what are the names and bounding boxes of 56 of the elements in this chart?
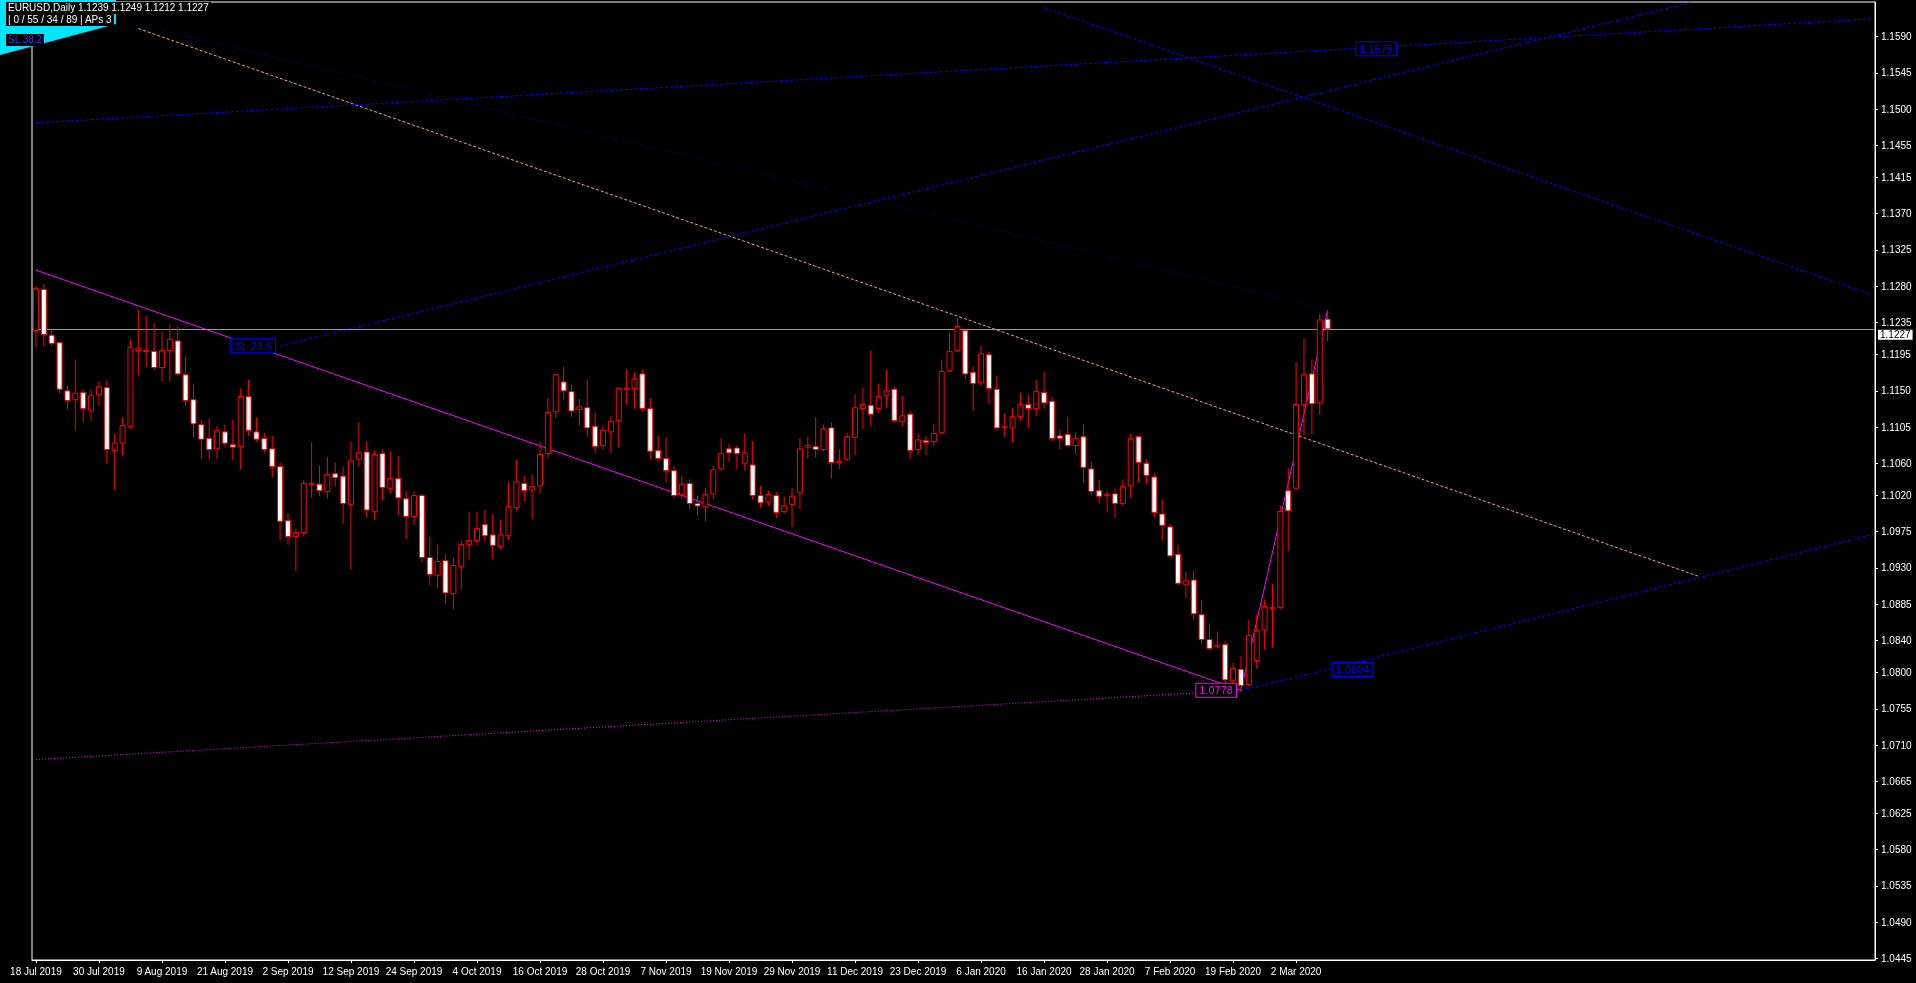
x-tick-label: 2 Sep 2019: [262, 965, 314, 977]
text: | 0 / 55 / 34 / 89 | APs 3: [6, 14, 114, 26]
y-tick-label: 1.0975: [1881, 526, 1913, 538]
data-label: 1.0804: [1335, 663, 1370, 676]
y-tick-label: 1.0710: [1881, 739, 1913, 751]
y-tick-label: 1.1105: [1881, 421, 1912, 433]
data-label: SL 23.6: [234, 339, 273, 352]
y-tick-label: 1.1500: [1881, 103, 1913, 115]
y-tick-label: 1.1280: [1881, 280, 1913, 292]
y-tick-label: 1.0535: [1881, 880, 1913, 892]
y-tick-label: 1.0445: [1881, 952, 1913, 964]
x-tick-label: 2 Mar 2020: [1270, 965, 1322, 977]
x-tick-label: 12 Sep 2019: [322, 965, 380, 977]
x-tick-label: 28 Jan 2020: [1079, 965, 1136, 977]
x-tick-label: 7 Feb 2020: [1144, 965, 1196, 977]
y-tick-label: 1.1150: [1881, 385, 1912, 397]
x-tick-label: 28 Oct 2019: [575, 965, 631, 977]
data-label: 1.0778: [1199, 684, 1233, 697]
y-tick-label: 1.1195: [1881, 349, 1912, 361]
y-tick-label: 1.1455: [1881, 139, 1913, 151]
x-tick-label: 19 Feb 2020: [1205, 965, 1262, 977]
y-tick-label: 1.0755: [1881, 703, 1913, 715]
y-tick-label: 1.0840: [1881, 634, 1913, 646]
y-tick-label: 1.0625: [1881, 807, 1913, 819]
x-tick-label: 18 Jul 2019: [10, 965, 63, 977]
y-tick-label: 1.1415: [1881, 172, 1913, 183]
x-tick-label: 30 Jul 2019: [73, 965, 126, 977]
y-tick-label: 1.1060: [1881, 457, 1913, 469]
y-tick-label: 1.1235: [1881, 316, 1913, 328]
x-tick-label: 23 Dec 2019: [889, 965, 947, 977]
y-tick-label: 1.0885: [1881, 598, 1913, 610]
y-tick-label: 1.0930: [1881, 562, 1913, 574]
annotation: SL 38.2: [6, 34, 45, 46]
x-tick-label: 19 Nov 2019: [700, 965, 758, 977]
x-tick-label: 16 Jan 2020: [1016, 965, 1073, 977]
y-tick-label: 1.0490: [1881, 916, 1913, 928]
x-tick-label: 4 Oct 2019: [452, 965, 502, 977]
x-tick-label: 7 Nov 2019: [640, 965, 693, 977]
y-tick-label: 1.1545: [1881, 67, 1913, 79]
y-tick-label: 1.0800: [1881, 667, 1913, 679]
y-tick-label: 1.1020: [1881, 489, 1913, 501]
x-tick-label: 16 Oct 2019: [512, 965, 568, 977]
y-tick-label: 1.1590: [1881, 31, 1913, 43]
y-tick-label: 1.1370: [1881, 208, 1913, 220]
y-tick-label: 1.1325: [1881, 244, 1913, 256]
x-tick-label: 21 Aug 2019: [196, 965, 254, 977]
x-tick-label: 11 Dec 2019: [827, 965, 884, 977]
x-tick-label: 9 Aug 2019: [136, 965, 188, 977]
y-tick-label: 1.0580: [1881, 844, 1913, 856]
x-tick-label: 29 Nov 2019: [763, 965, 821, 977]
chart-title: EURUSD,Daily 1.1239 1.1249 1.1212 1.1227: [6, 2, 211, 14]
data-label: 1.1575: [1359, 42, 1393, 55]
y-tick-label: 1.0665: [1881, 775, 1913, 787]
ref-line-label: 1.1227: [1880, 329, 1912, 341]
x-tick-label: 24 Sep 2019: [385, 965, 443, 977]
x-tick-label: 6 Jan 2020: [956, 965, 1007, 977]
